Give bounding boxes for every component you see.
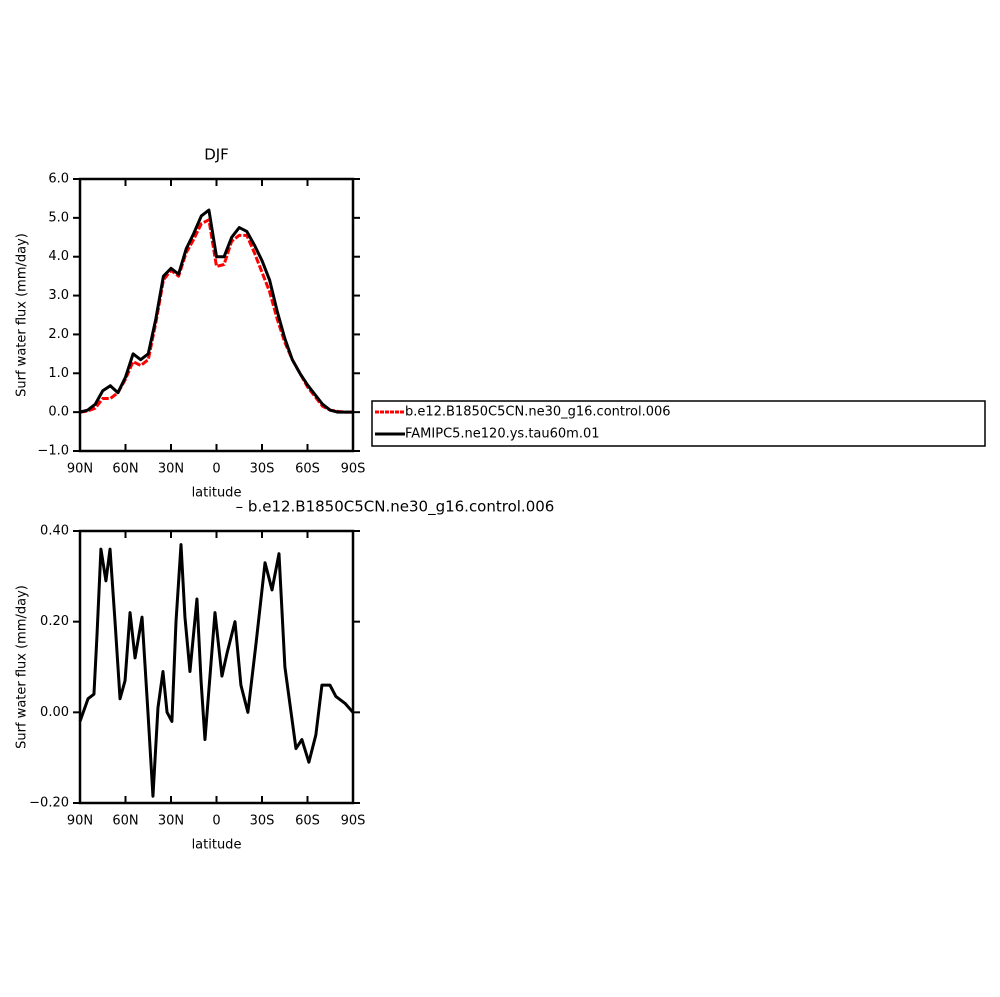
x-tick-label: 90S [341, 462, 366, 477]
y-tick-label: 6.0 [48, 172, 69, 187]
y-tick-label: 4.0 [48, 249, 69, 264]
x-tick-label: 90N [67, 814, 93, 829]
data-line [79, 208, 353, 414]
x-tick-label: 0 [212, 814, 220, 829]
y-tick-label: 0.40 [40, 524, 69, 539]
y-tick-label: 0.00 [40, 705, 69, 720]
x-axis-label: latitude [192, 486, 242, 501]
x-tick-label: 90S [341, 814, 366, 829]
x-tick-label: 60N [112, 462, 138, 477]
y-tick-label: −1.0 [37, 444, 69, 459]
y-tick-label: 1.0 [48, 366, 69, 381]
x-tick-label: 60S [295, 462, 320, 477]
legend-box [371, 400, 986, 447]
plot-frame [78, 177, 355, 453]
x-tick-label: 30N [158, 814, 184, 829]
plot-frame [78, 529, 355, 805]
x-tick-label: 90N [67, 462, 93, 477]
legend-label: b.e12.B1850C5CN.ne30_g16.control.006 [405, 405, 671, 420]
y-tick-label: 3.0 [48, 288, 69, 303]
y-axis-label: Surf water flux (mm/day) [15, 233, 30, 397]
panel-title: – b.e12.B1850C5CN.ne30_g16.control.006 [236, 498, 555, 517]
data-line [78, 543, 355, 798]
x-tick-label: 60N [112, 814, 138, 829]
y-tick-label: 0.0 [48, 405, 69, 420]
y-tick-label: 2.0 [48, 327, 69, 342]
panel-title: DJF [204, 146, 229, 164]
y-tick-label: 0.20 [40, 614, 69, 629]
x-tick-label: 30S [250, 814, 275, 829]
x-tick-label: 30S [250, 462, 275, 477]
y-axis-label: Surf water flux (mm/day) [15, 585, 30, 749]
x-tick-label: 0 [212, 462, 220, 477]
y-tick-label: 5.0 [48, 210, 69, 225]
x-tick-label: 60S [295, 814, 320, 829]
x-tick-label: 30N [158, 462, 184, 477]
x-axis-label: latitude [192, 838, 242, 853]
legend-label: FAMIPC5.ne120.ys.tau60m.01 [405, 427, 600, 442]
y-tick-label: −0.20 [29, 796, 69, 811]
